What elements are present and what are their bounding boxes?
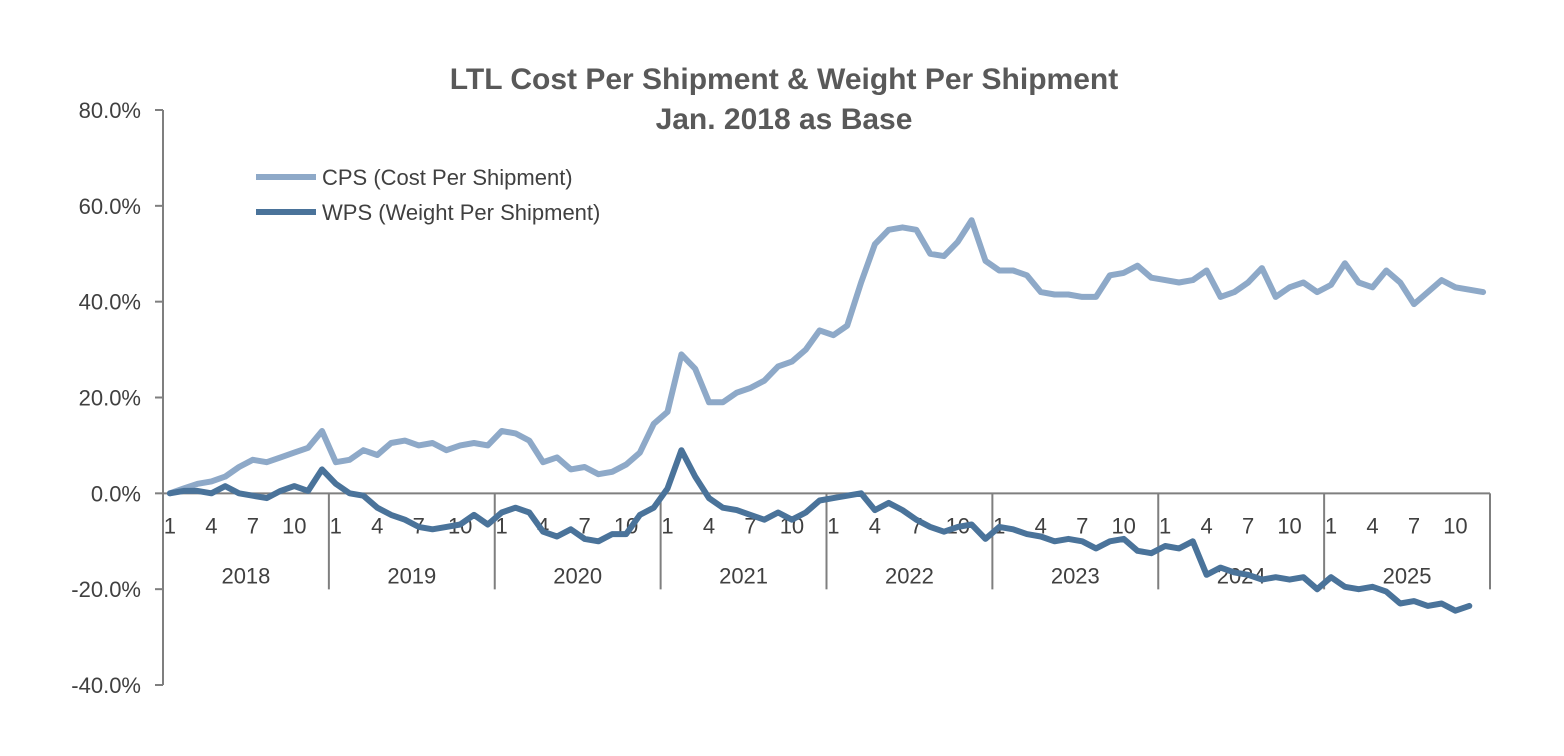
x-tick-label-month: 7 xyxy=(1076,513,1088,538)
series-line-cps xyxy=(166,217,1487,497)
x-tick-label-month: 4 xyxy=(869,513,881,538)
y-tick-label: 40.0% xyxy=(79,290,141,315)
x-tick-label-month: 7 xyxy=(578,513,590,538)
x-tick-label-year: 2022 xyxy=(885,563,934,588)
x-tick-label-month: 1 xyxy=(661,513,673,538)
x-tick-label-month: 4 xyxy=(371,513,383,538)
x-tick-label-month: 1 xyxy=(164,513,176,538)
x-tick-label-month: 4 xyxy=(1201,513,1213,538)
legend: CPS (Cost Per Shipment) WPS (Weight Per … xyxy=(256,165,600,225)
legend-item-wps: WPS (Weight Per Shipment) xyxy=(256,200,600,225)
series-lines xyxy=(166,217,1487,614)
x-tick-label-month: 1 xyxy=(1159,513,1171,538)
legend-label-cps: CPS (Cost Per Shipment) xyxy=(322,165,573,190)
x-tick-label-month: 4 xyxy=(703,513,715,538)
y-axis-ticks: 80.0% 60.0% 40.0% 20.0% 0.0% -20.0% -40.0% xyxy=(71,98,163,698)
x-tick-label-month: 1 xyxy=(1325,513,1337,538)
x-tick-label-month: 7 xyxy=(744,513,756,538)
x-tick-label-month: 4 xyxy=(1366,513,1378,538)
x-tick-label-year: 2018 xyxy=(221,563,270,588)
series-line-wps xyxy=(166,447,1473,614)
x-tick-label-year: 2020 xyxy=(553,563,602,588)
y-tick-label: -20.0% xyxy=(71,577,141,602)
x-tick-label-month: 7 xyxy=(1242,513,1254,538)
x-tick-label-year: 2021 xyxy=(719,563,768,588)
x-axis-ticks: 1 4 7 10 2018 1 4 7 10 2019 1 4 7 10 2020 1 4 7 10 2021 1 4 7 1… xyxy=(162,493,1491,590)
x-tick-label-month: 10 xyxy=(1111,513,1135,538)
x-tick-label-month: 7 xyxy=(247,513,259,538)
y-tick-label: 20.0% xyxy=(79,386,141,411)
x-tick-label-month: 10 xyxy=(1443,513,1467,538)
x-tick-label-year: 2025 xyxy=(1383,563,1432,588)
x-tick-label-month: 10 xyxy=(1277,513,1301,538)
x-tick-label-month: 7 xyxy=(1408,513,1420,538)
y-tick-label: 60.0% xyxy=(79,194,141,219)
y-tick-label: 80.0% xyxy=(79,98,141,123)
x-tick-label-month: 4 xyxy=(1035,513,1047,538)
legend-item-cps: CPS (Cost Per Shipment) xyxy=(256,165,573,190)
x-tick-label-month: 1 xyxy=(330,513,342,538)
x-tick-label-month: 4 xyxy=(205,513,217,538)
x-tick-label-month: 1 xyxy=(496,513,508,538)
x-tick-label-month: 10 xyxy=(282,513,306,538)
axes xyxy=(162,110,1490,685)
x-tick-label-year: 2023 xyxy=(1051,563,1100,588)
x-tick-label-year: 2019 xyxy=(387,563,436,588)
x-tick-label-month: 1 xyxy=(827,513,839,538)
chart-subtitle: Jan. 2018 as Base xyxy=(656,103,913,136)
y-tick-label: 0.0% xyxy=(91,481,141,506)
legend-label-wps: WPS (Weight Per Shipment) xyxy=(322,200,600,225)
y-tick-label: -40.0% xyxy=(71,673,141,698)
chart-title: LTL Cost Per Shipment & Weight Per Shipm… xyxy=(450,63,1118,96)
